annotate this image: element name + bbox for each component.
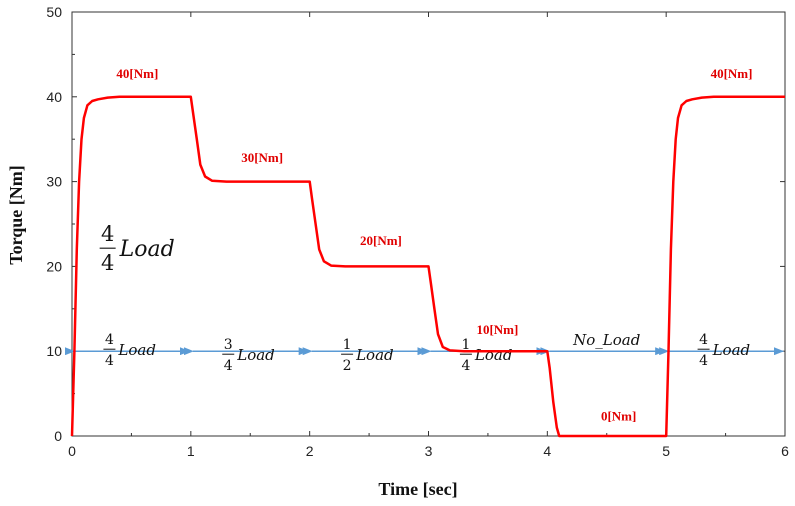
y-tick-label: 30 <box>46 174 62 190</box>
value-label: 0[Nm] <box>601 409 636 424</box>
segment-fraction-numerator: 3 <box>224 337 233 353</box>
segment-fraction-denominator: 4 <box>224 358 233 374</box>
annotation-denominator: 4 <box>101 251 114 275</box>
annotation-numerator: 4 <box>101 222 114 246</box>
x-tick-label: 6 <box>781 443 789 459</box>
value-labels: 40[Nm] 30[Nm] 20[Nm] 10[Nm] 0[Nm] 40[Nm] <box>116 66 752 424</box>
segment-label: No_Load <box>572 331 640 349</box>
series-line <box>70 95 785 438</box>
segment-fraction-denominator: 4 <box>461 358 470 374</box>
value-label: 40[Nm] <box>116 66 158 81</box>
value-label: 40[Nm] <box>711 66 753 81</box>
segment-fraction-numerator: 1 <box>343 337 352 353</box>
segment-label: Load <box>236 346 275 364</box>
segment-fraction-numerator: 4 <box>105 332 114 348</box>
load-segment: No_Load <box>540 331 666 356</box>
y-tick-label: 0 <box>54 428 62 444</box>
y-tick-label: 40 <box>46 89 62 105</box>
y-tick-label: 50 <box>46 4 62 20</box>
value-label: 20[Nm] <box>360 233 402 248</box>
x-tick-label: 1 <box>187 443 195 459</box>
segment-fraction-denominator: 2 <box>343 358 352 374</box>
x-tick-label: 4 <box>543 443 551 459</box>
x-axis-ticks: 0 1 2 3 4 5 6 <box>68 12 789 459</box>
x-axis-title: Time [sec] <box>378 479 457 499</box>
x-tick-label: 3 <box>425 443 433 459</box>
y-tick-label: 10 <box>46 343 62 359</box>
plot-border <box>71 11 786 437</box>
series-lines <box>70 95 785 438</box>
x-tick-label: 0 <box>68 443 76 459</box>
segment-label: Load <box>355 346 394 364</box>
plot-area <box>71 11 786 437</box>
segment-fraction-numerator: 1 <box>461 337 470 353</box>
y-tick-label: 20 <box>46 258 62 274</box>
x-tick-label: 2 <box>306 443 314 459</box>
value-label: 30[Nm] <box>241 150 283 165</box>
segment-label: Load <box>117 341 156 359</box>
segment-fraction-denominator: 4 <box>105 353 114 369</box>
annotation-label: Load <box>119 237 175 262</box>
y-axis-title: Torque [Nm] <box>6 165 26 265</box>
segment-label: Load <box>474 346 513 364</box>
segment-fraction-denominator: 4 <box>699 353 708 369</box>
segment-fraction-numerator: 4 <box>699 332 708 348</box>
value-label: 10[Nm] <box>476 322 518 337</box>
segment-label: Load <box>712 341 751 359</box>
x-tick-label: 5 <box>662 443 670 459</box>
